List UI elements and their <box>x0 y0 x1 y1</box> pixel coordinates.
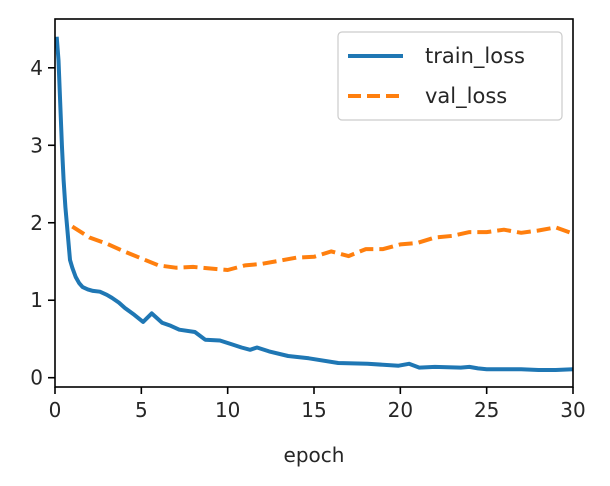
y-tick-label: 2 <box>30 211 43 235</box>
plot-lines <box>55 36 573 372</box>
x-tick-label: 30 <box>560 398 585 422</box>
y-tick-label: 3 <box>30 133 43 157</box>
series-line-val_loss <box>71 224 573 272</box>
x-tick-label: 25 <box>474 398 499 422</box>
y-tick-label: 4 <box>30 56 43 80</box>
x-tick-label: 15 <box>301 398 326 422</box>
x-axis-ticks: 0 5 10 15 20 25 30 <box>49 387 586 422</box>
legend-label-val_loss: val_loss <box>425 84 507 109</box>
y-tick-label: 1 <box>30 288 43 312</box>
y-tick-label: 0 <box>30 366 43 390</box>
legend-label-train_loss: train_loss <box>425 44 525 69</box>
x-tick-label: 5 <box>135 398 148 422</box>
x-axis-label: epoch <box>284 443 345 467</box>
x-tick-label: 20 <box>388 398 413 422</box>
y-axis-ticks: 0 1 2 3 4 <box>30 56 55 390</box>
series-line-train_loss <box>55 36 573 372</box>
x-tick-label: 0 <box>49 398 62 422</box>
legend: train_loss val_loss <box>337 31 563 121</box>
x-tick-label: 10 <box>215 398 240 422</box>
